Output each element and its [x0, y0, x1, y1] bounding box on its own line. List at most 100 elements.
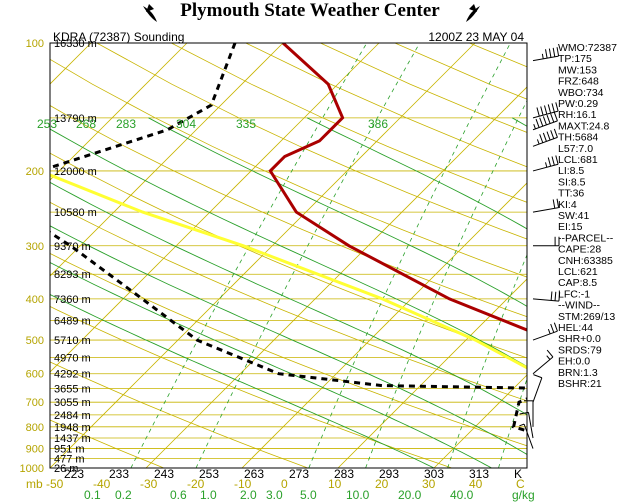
- pressure-tick-label: 600: [26, 369, 44, 381]
- header: Plymouth State Weather Center: [143, 0, 480, 22]
- index-line: --PARCEL--: [558, 232, 614, 244]
- mixing-ratio-tick-label: 10.0: [346, 488, 370, 502]
- isotherm-line: [50, 43, 188, 181]
- temperature-tick-label: 30: [422, 477, 436, 491]
- wind-barb: [532, 47, 560, 62]
- station-label: KDRA (72387) Sounding: [53, 30, 184, 44]
- wind-barb-flag: [547, 157, 552, 167]
- wind-barb-half-flag: [541, 53, 544, 59]
- index-line: WBO:734: [558, 87, 604, 99]
- dry-adiabat-line: [50, 306, 452, 468]
- mixing-ratio-tick-label: 2.0: [240, 488, 257, 502]
- dry-adiabat-line: [50, 419, 164, 468]
- kelvin-tick-label: 313: [469, 467, 489, 481]
- index-line: SW:41: [558, 210, 589, 222]
- index-line: LI:8.5: [558, 165, 584, 177]
- index-line: LCL:681: [558, 154, 598, 166]
- temperature-tick-label: 20: [375, 477, 389, 491]
- temperature-tick-label: 10: [328, 477, 342, 491]
- theta-label: 304: [176, 117, 196, 131]
- mixing-ratio-line: [130, 43, 368, 468]
- wind-barb-flag: [552, 47, 556, 57]
- mixing-ratio-line: [195, 43, 421, 468]
- isotherm-line: [241, 182, 527, 468]
- kelvin-tick-label: 253: [199, 467, 219, 481]
- theta-label: 283: [116, 117, 136, 131]
- mixing-ratio-line: [365, 99, 527, 468]
- plot-frame: [49, 42, 528, 469]
- wind-barb-shaft: [532, 55, 559, 62]
- height-tick-label: 16330 m: [54, 38, 97, 50]
- temperature-tick-label: -10: [234, 477, 252, 491]
- mixing-ratio-tick-label: g/kg: [512, 488, 535, 502]
- temperature-tick-label: -50: [46, 477, 64, 491]
- page-title: Plymouth State Weather Center: [180, 0, 440, 21]
- kelvin-tick-label: 273: [289, 467, 309, 481]
- mixing-ratio-tick-label: 0.1: [84, 488, 101, 502]
- wind-barb-shaft: [523, 423, 534, 449]
- wind-barb: [532, 198, 560, 213]
- dry-adiabat-line: [50, 58, 527, 278]
- wind-barb-flag: [555, 102, 559, 112]
- wind-barb: [519, 423, 534, 449]
- wind-barb: [524, 400, 534, 427]
- mb-label: mb: [26, 477, 43, 491]
- wind-barb-flag: [545, 49, 548, 59]
- isotherm-line: [50, 43, 380, 373]
- height-tick-label: 3055 m: [54, 397, 91, 409]
- index-line: TP:175: [558, 53, 592, 65]
- pressure-tick-label: 900: [26, 444, 44, 456]
- theta-label: 268: [76, 117, 96, 131]
- wind-barb-flag: [553, 128, 558, 138]
- index-line: LCL:621: [558, 266, 598, 278]
- wind-barb-half-flag: [545, 162, 548, 168]
- time-label: 1200Z 23 MAY 04: [428, 30, 524, 44]
- wind-barb-flag: [546, 349, 554, 358]
- wind-barb-flag: [544, 105, 548, 115]
- dry-adiabat-line: [469, 43, 527, 68]
- height-tick-label: 951 m: [54, 444, 85, 456]
- moist-adiabat-line: [50, 225, 527, 455]
- wind-barb-flag: [539, 117, 544, 127]
- wind-barb-flag: [550, 291, 553, 301]
- wind-barb-half-flag: [533, 123, 536, 130]
- pressure-tick-label: 800: [26, 422, 44, 434]
- pressure-tick-label: 1000: [20, 463, 44, 475]
- dry-adiabat-line: [50, 152, 527, 359]
- temperature-tick-label: -40: [93, 477, 111, 491]
- index-line: MW:153: [558, 64, 597, 76]
- indices-panel: WMO:72387TP:175MW:153FRZ:648WBO:734PW:0.…: [558, 42, 617, 390]
- index-line: TT:36: [558, 188, 584, 200]
- temperature-tick-label: -30: [140, 477, 158, 491]
- temperature-tick-label: C: [516, 477, 525, 491]
- kelvin-tick-label: 283: [334, 467, 354, 481]
- moist-adiabat-line: [50, 181, 527, 416]
- index-line: CAP:8.5: [558, 277, 597, 289]
- wind-barb-half-flag: [519, 423, 525, 427]
- pressure-tick-label: 200: [26, 166, 44, 178]
- height-tick-label: 8293 m: [54, 269, 91, 281]
- wind-barb: [519, 411, 534, 439]
- isotherm-line: [145, 86, 527, 468]
- index-line: LFC:-1: [558, 288, 590, 300]
- height-tick-label: 4970 m: [54, 353, 91, 365]
- mixing-ratio-line: [308, 43, 511, 468]
- height-tick-label: 477 m: [54, 454, 85, 466]
- index-line: EI:15: [558, 221, 583, 233]
- wind-barb-flag: [550, 113, 555, 123]
- height-tick-label: 9370 m: [54, 241, 91, 253]
- kelvin-tick-label: 263: [244, 467, 264, 481]
- wind-barb-flag: [554, 291, 557, 301]
- mixing-ratio-tick-label: 20.0: [398, 488, 422, 502]
- moist-adiabat-line: [148, 117, 527, 307]
- plot-grid: [0, 43, 527, 468]
- height-tick-label: 7360 m: [54, 294, 91, 306]
- index-line: BSHR:21: [558, 378, 602, 390]
- index-line: EH:0.0: [558, 356, 590, 368]
- wind-barb-flag: [547, 104, 552, 114]
- index-line: BRN:1.3: [558, 367, 598, 379]
- dry-adiabat-line: [0, 43, 20, 468]
- index-line: SI:8.5: [558, 176, 586, 188]
- temperature-line: [268, 43, 527, 332]
